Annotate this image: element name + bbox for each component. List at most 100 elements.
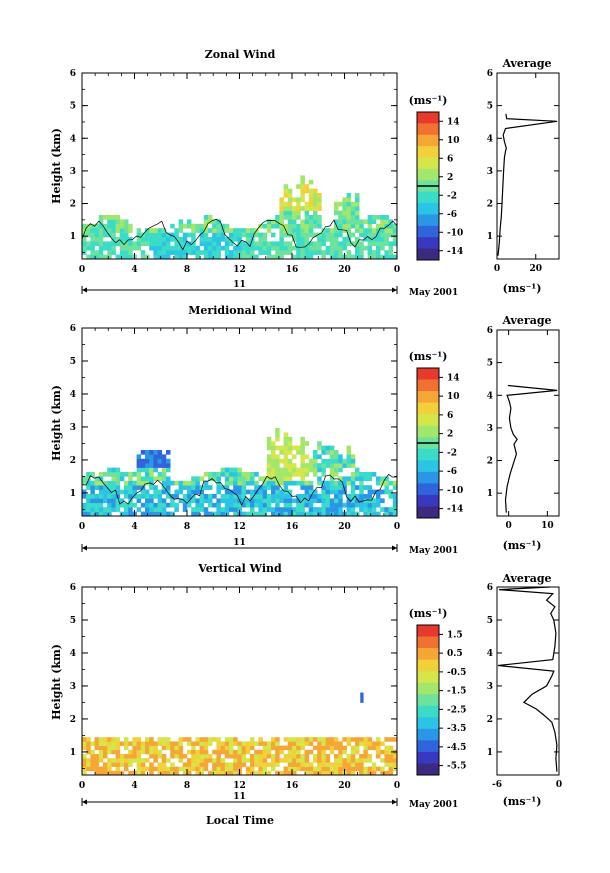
vertical-heat-cell	[237, 754, 242, 759]
zonal-heat-cell	[304, 228, 310, 233]
vertical-heat-cell	[250, 741, 255, 746]
zonal-heat-cell	[380, 245, 385, 251]
vertical-heat-cell	[216, 741, 221, 746]
meridional-heat-cell	[128, 502, 133, 508]
meridional-heat-cell	[380, 480, 385, 486]
zonal-heat-cell	[161, 237, 167, 242]
meridional-heat-cell	[115, 494, 121, 499]
vertical-heat-cell	[283, 745, 289, 751]
vertical-colorbar-band	[417, 740, 439, 753]
zonal-heat-cell	[334, 210, 339, 216]
zonal-heat-cell	[262, 250, 268, 255]
meridional-heat-cell	[313, 467, 318, 473]
zonal-heat-cell	[157, 241, 163, 247]
meridional-heat-cell	[271, 454, 276, 460]
vertical-heat-cell	[392, 758, 398, 763]
meridional-heat-cell	[237, 507, 242, 512]
zonal-heat-cell	[342, 210, 347, 216]
meridional-heat-cell	[334, 485, 339, 490]
vertical-heat-cell	[111, 749, 116, 755]
zonal-heat-cell	[283, 223, 289, 229]
vertical-heat-cell	[283, 770, 289, 776]
meridional-heat-cell	[254, 511, 259, 517]
vertical-heat-cell	[300, 745, 305, 751]
meridional-heat-cell	[300, 445, 305, 451]
zonal-heat-cell	[329, 232, 335, 238]
zonal-heat-cell	[174, 232, 179, 238]
meridional-heat-cell	[145, 467, 150, 473]
meridional-heat-cell	[132, 494, 137, 499]
vertical-heat-cell	[313, 758, 318, 763]
zonal-heat-cell	[86, 241, 91, 247]
zonal-heat-cell	[355, 215, 360, 220]
vertical-heat-cell	[224, 737, 230, 742]
vertical-heat-cell	[229, 745, 234, 751]
meridional-heat-cell	[355, 485, 360, 490]
vertical-heat-cell	[107, 770, 112, 776]
vertical-heat-cell	[388, 745, 394, 751]
meridional-heat-cell	[296, 498, 301, 504]
meridional-heat-cell	[275, 454, 280, 460]
zonal-heat-cell	[191, 232, 196, 238]
meridional-heat-cell	[363, 507, 368, 512]
zonal-heat-cell	[292, 197, 297, 203]
meridional-heat-cell	[262, 476, 268, 482]
meridional-heat-cell	[313, 489, 318, 495]
vertical-heat-cell	[107, 737, 112, 742]
vertical-heat-cell	[94, 754, 100, 759]
meridional-heat-cell	[250, 489, 255, 495]
zonal-heat-cell	[216, 245, 221, 251]
meridional-heat-cell	[254, 494, 259, 499]
vertical-heat-cell	[266, 754, 272, 759]
meridional-heat-cell	[170, 480, 175, 486]
zonal-date-arrow-right	[392, 287, 397, 293]
zonal-profile-ytick-label: 1	[487, 232, 493, 242]
vertical-heat-cell	[262, 758, 268, 763]
meridional-heat-cell	[367, 476, 373, 482]
vertical-heat-cell	[149, 741, 154, 746]
meridional-colorbar-unit: (ms⁻¹)	[409, 350, 448, 363]
zonal-colorbar-band	[417, 248, 439, 261]
zonal-heatmap-cells	[81, 175, 398, 260]
vertical-heat-cell	[338, 741, 343, 746]
vertical-heat-cell	[258, 749, 263, 755]
vertical-heat-cell	[367, 770, 373, 776]
meridional-heat-cell	[363, 476, 368, 482]
vertical-heat-cell	[212, 766, 217, 772]
zonal-heat-cell	[279, 201, 284, 207]
meridional-heat-cell	[149, 480, 154, 486]
meridional-heat-cell	[136, 480, 142, 486]
zonal-heat-cell	[350, 215, 356, 220]
meridional-heat-cell	[334, 454, 339, 460]
meridional-heat-cell	[98, 494, 104, 499]
zonal-heat-cell	[384, 223, 389, 229]
vertical-heat-cell	[317, 758, 322, 763]
vertical-heat-cell	[237, 766, 242, 772]
vertical-heat-cell	[321, 770, 326, 776]
meridional-heat-cell	[296, 472, 301, 477]
vertical-heat-cell	[94, 762, 100, 767]
meridional-heat-cell	[220, 467, 226, 473]
vertical-heat-cell	[275, 737, 280, 742]
vertical-heat-cell	[216, 754, 221, 759]
vertical-heat-cell	[90, 754, 95, 759]
vertical-heat-cell	[380, 766, 385, 772]
vertical-heat-cell	[157, 762, 163, 767]
vertical-heatmap-cells	[82, 692, 398, 776]
vertical-heat-cell	[208, 737, 213, 742]
vertical-heat-cell	[220, 758, 226, 763]
meridional-heat-cell	[287, 450, 293, 455]
zonal-heat-cell	[367, 232, 373, 238]
meridional-heat-cell	[136, 454, 142, 460]
zonal-heat-cell	[86, 228, 91, 233]
meridional-heat-cell	[119, 476, 125, 482]
meridional-heat-cell	[300, 458, 305, 464]
vertical-heat-cell	[329, 737, 335, 742]
meridional-heat-cell	[153, 476, 158, 482]
meridional-heat-cell	[283, 467, 289, 473]
zonal-colorbar-band	[417, 123, 439, 136]
vertical-heat-cell	[149, 770, 154, 776]
meridional-heat-cell	[342, 489, 347, 495]
zonal-heat-cell	[195, 223, 200, 229]
